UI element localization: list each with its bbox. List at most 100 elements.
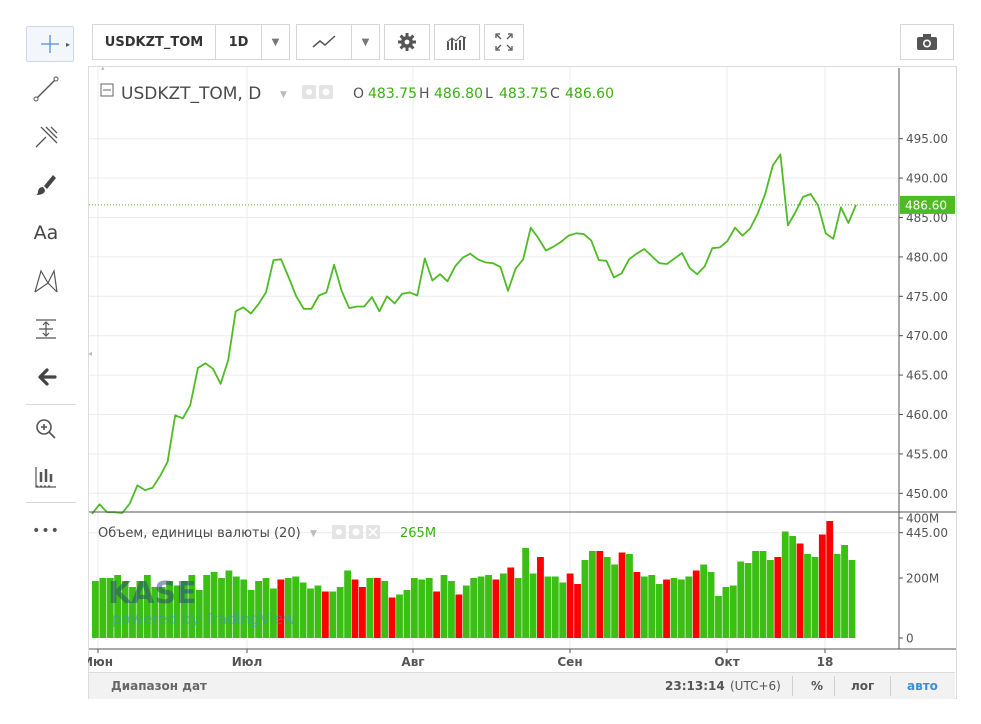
fullscreen-icon: [495, 33, 513, 51]
volume-bar: [344, 570, 352, 638]
watermark-brand: KASE: [108, 576, 197, 611]
chevron-down-icon[interactable]: ▼: [280, 90, 287, 100]
interval-dropdown[interactable]: ▼: [262, 24, 290, 60]
volume-bar: [440, 575, 448, 638]
volume-bar: [203, 575, 211, 638]
volume-bar: [188, 575, 196, 638]
volume-bar: [388, 597, 396, 638]
volume-bar: [804, 554, 811, 638]
volume-bar: [121, 581, 129, 638]
volume-legend-title: Объем, единицы валюты (20): [98, 526, 301, 541]
chevron-down-icon[interactable]: ▼: [310, 529, 317, 539]
volume-bar: [626, 554, 633, 638]
trend-line-tool[interactable]: [26, 72, 66, 106]
main-legend: USDKZT_TOM, D ▼ O 483.75 H 486.80 L 483.…: [100, 83, 614, 104]
volume-bar: [485, 575, 492, 638]
measure-tool[interactable]: [26, 312, 66, 346]
volume-bar: [492, 579, 500, 638]
volume-bars: [92, 521, 856, 638]
volume-bar: [403, 590, 411, 638]
volume-bar: [247, 590, 255, 638]
chevron-up-icon[interactable]: ▴: [101, 66, 105, 72]
volume-tick-label: 0: [906, 632, 914, 646]
time-axis[interactable]: Июн Июл Авг Сен Окт 18: [88, 649, 833, 669]
volume-bar: [166, 581, 173, 638]
indicators-button[interactable]: [434, 24, 480, 60]
text-tool-icon: Aa: [33, 222, 59, 244]
chevron-right-icon: ▸: [65, 40, 70, 49]
high-label: H: [419, 86, 430, 102]
price-tick-label: 475.00: [906, 290, 948, 304]
volume-bar: [210, 572, 218, 638]
volume-bar: [752, 551, 759, 638]
chart-style-button[interactable]: [296, 24, 352, 60]
pitchfork-icon: [35, 126, 58, 148]
pitchfork-tool[interactable]: [26, 120, 66, 154]
gear-icon-hub: [352, 528, 360, 536]
volume-bar: [529, 573, 537, 638]
price-tick-label: 485.00: [906, 211, 948, 225]
volume-bar: [410, 578, 418, 638]
volume-bar: [707, 572, 715, 638]
top-toolbar: USDKZT_TOM 1D ▼ ▼: [88, 20, 968, 66]
log-toggle[interactable]: лог: [851, 679, 875, 693]
volume-bar: [514, 578, 522, 638]
percent-toggle[interactable]: %: [811, 679, 824, 693]
interval-button[interactable]: 1D: [216, 24, 262, 60]
time-tick-label: Авг: [401, 655, 424, 669]
kase-watermark: KASE powered by TradingView: [108, 576, 295, 628]
volume-bar: [240, 579, 248, 638]
legend-symbol-title: USDKZT_TOM, D: [121, 84, 261, 104]
settings-button[interactable]: [384, 24, 430, 60]
price-tick-label: 495.00: [906, 132, 948, 146]
pattern-tool[interactable]: [26, 264, 66, 298]
date-range-button[interactable]: Диапазон дат: [111, 679, 208, 693]
gear-icon: [398, 33, 416, 51]
remove-drawings-tool[interactable]: [26, 360, 66, 394]
measure-icon: [36, 319, 56, 339]
volume-bar: [299, 582, 307, 638]
volume-bar: [826, 521, 834, 638]
volume-bar: [329, 591, 337, 638]
clock-time: 23:13:14: [665, 679, 725, 693]
zoom-tool[interactable]: [26, 412, 66, 446]
toolbar-divider: [26, 502, 76, 503]
time-tick-label: Июн: [88, 655, 113, 669]
volume-bar: [537, 557, 544, 638]
chevron-left-icon[interactable]: ◂: [88, 349, 92, 358]
pattern-icon: [34, 269, 58, 293]
fullscreen-button[interactable]: [484, 24, 524, 60]
bar-replay-tool[interactable]: [26, 460, 66, 494]
timezone-label[interactable]: (UTC+6): [730, 679, 781, 693]
snapshot-button[interactable]: [900, 24, 954, 60]
volume-bar: [158, 587, 166, 638]
volume-bar: [774, 557, 782, 638]
volume-bar: [195, 590, 203, 638]
volume-bar: [499, 573, 507, 638]
brush-tool[interactable]: [26, 168, 66, 202]
auto-scale-toggle[interactable]: авто: [907, 679, 938, 693]
volume-bar: [462, 585, 470, 638]
volume-bar: [433, 591, 441, 638]
chart-canvas[interactable]: KASE powered by TradingView 445.00 450.00…: [88, 66, 957, 672]
volume-bar: [270, 588, 277, 638]
volume-bar: [781, 531, 789, 638]
symbol-label: USDKZT_TOM: [104, 34, 204, 50]
volume-bar: [307, 588, 314, 638]
toolbar-divider: [26, 404, 76, 405]
time-tick-label: 18: [817, 655, 834, 669]
chart-style-dropdown[interactable]: ▼: [352, 24, 380, 60]
text-tool[interactable]: Aa: [26, 216, 66, 250]
volume-axis[interactable]: 0 200M 400M: [899, 512, 939, 646]
symbol-search-button[interactable]: USDKZT_TOM: [92, 24, 216, 60]
crosshair-tool[interactable]: ▸: [26, 26, 74, 62]
volume-bar: [321, 591, 329, 638]
volume-bar: [418, 579, 426, 638]
volume-bar: [818, 534, 826, 638]
price-axis[interactable]: 445.00 450.00 455.00 460.00 465.00 470.00 475.…: [899, 132, 955, 540]
price-tick-label: 465.00: [906, 369, 948, 383]
indicators-icon: [446, 35, 467, 50]
volume-bar: [396, 594, 403, 638]
more-tools-button[interactable]: •••: [26, 514, 66, 548]
watermark-tagline: powered by TradingView: [112, 610, 295, 628]
